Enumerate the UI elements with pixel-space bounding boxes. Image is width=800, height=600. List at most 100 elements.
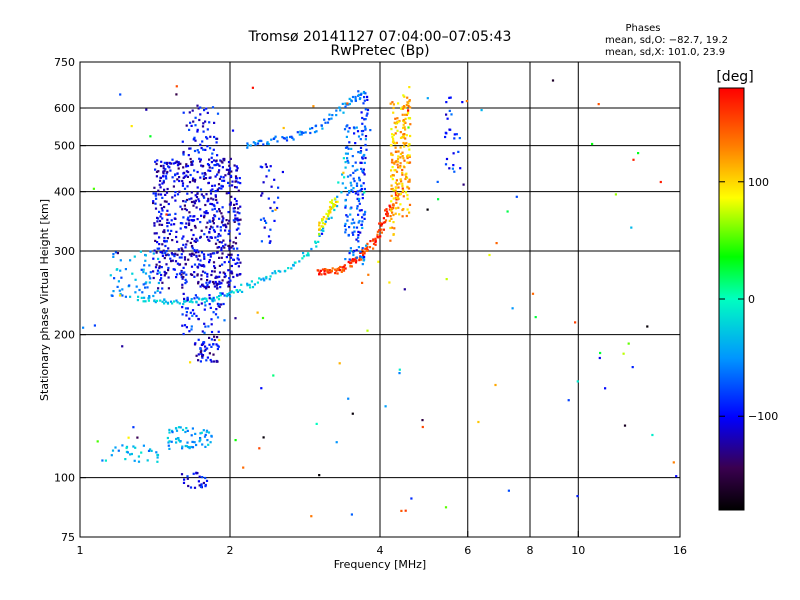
data-point xyxy=(394,117,397,120)
data-point xyxy=(158,219,162,223)
data-point xyxy=(161,300,164,303)
data-point xyxy=(202,481,205,485)
data-point xyxy=(218,187,221,190)
data-point xyxy=(206,212,209,215)
data-point xyxy=(187,219,191,222)
data-point xyxy=(421,419,424,422)
data-point xyxy=(211,299,214,302)
data-point xyxy=(218,256,221,259)
data-point xyxy=(147,297,150,300)
data-point xyxy=(392,106,395,110)
data-point xyxy=(149,250,152,253)
data-point xyxy=(646,325,649,328)
data-point xyxy=(210,156,213,159)
data-point xyxy=(298,260,301,263)
data-point xyxy=(404,177,407,181)
data-point xyxy=(315,130,318,133)
data-point xyxy=(391,211,394,214)
data-point xyxy=(219,294,222,297)
data-point xyxy=(218,305,221,308)
data-point xyxy=(218,177,222,181)
data-point xyxy=(207,325,210,328)
data-point xyxy=(453,137,456,140)
data-point xyxy=(207,431,211,434)
data-point xyxy=(190,300,193,303)
data-point xyxy=(216,316,220,319)
data-point xyxy=(314,124,318,127)
data-point xyxy=(227,283,230,286)
data-point xyxy=(360,209,363,212)
data-point xyxy=(277,269,280,273)
data-point xyxy=(237,265,240,268)
data-point xyxy=(232,219,235,222)
data-point xyxy=(201,264,204,267)
data-point xyxy=(207,253,210,256)
data-point xyxy=(352,126,356,129)
data-point xyxy=(235,169,238,172)
data-point xyxy=(185,427,188,430)
data-point xyxy=(402,141,405,145)
data-point xyxy=(218,275,221,278)
data-point xyxy=(168,431,171,434)
data-point xyxy=(211,184,214,187)
data-point xyxy=(163,257,166,260)
data-point xyxy=(160,207,163,210)
data-point xyxy=(315,422,318,425)
data-point xyxy=(189,157,192,161)
data-point xyxy=(360,188,363,191)
data-point xyxy=(318,221,321,224)
data-point xyxy=(390,169,393,172)
data-point xyxy=(223,294,226,297)
data-point xyxy=(162,230,165,233)
data-point xyxy=(218,271,222,274)
data-point xyxy=(168,166,171,169)
data-point xyxy=(402,208,405,211)
data-point xyxy=(208,336,211,339)
data-point xyxy=(408,117,412,120)
data-point xyxy=(203,214,206,217)
data-point xyxy=(163,270,166,273)
data-point xyxy=(121,288,124,291)
data-point xyxy=(186,296,189,299)
data-point xyxy=(394,196,397,199)
data-point xyxy=(215,141,218,144)
data-point xyxy=(208,176,211,179)
data-point xyxy=(318,271,321,274)
data-point xyxy=(347,130,350,133)
data-point xyxy=(237,181,240,184)
data-point xyxy=(194,251,198,254)
data-point xyxy=(372,238,375,241)
data-point xyxy=(142,268,145,271)
data-point xyxy=(363,96,366,99)
data-point xyxy=(166,436,169,440)
data-point xyxy=(156,272,159,275)
data-point xyxy=(216,137,219,140)
data-point xyxy=(362,91,366,94)
data-point xyxy=(355,256,358,259)
data-point xyxy=(192,233,195,237)
data-point xyxy=(227,232,230,236)
data-point xyxy=(217,283,220,286)
data-point xyxy=(213,270,216,273)
data-point xyxy=(407,102,410,105)
data-point xyxy=(127,436,130,439)
data-point xyxy=(210,318,213,321)
data-point xyxy=(239,273,242,276)
data-point xyxy=(194,240,197,243)
data-point xyxy=(208,303,211,306)
data-point xyxy=(392,139,395,142)
data-point xyxy=(232,210,235,213)
data-point xyxy=(175,299,178,302)
data-point xyxy=(234,262,237,265)
data-point xyxy=(200,214,203,217)
data-point xyxy=(190,197,193,200)
data-point xyxy=(192,472,195,475)
data-point xyxy=(511,307,514,310)
data-point xyxy=(216,188,219,191)
data-point xyxy=(401,173,404,176)
data-point xyxy=(391,226,394,229)
data-point xyxy=(166,218,169,221)
data-point xyxy=(214,190,217,193)
data-point xyxy=(132,426,135,429)
data-point xyxy=(155,299,159,302)
